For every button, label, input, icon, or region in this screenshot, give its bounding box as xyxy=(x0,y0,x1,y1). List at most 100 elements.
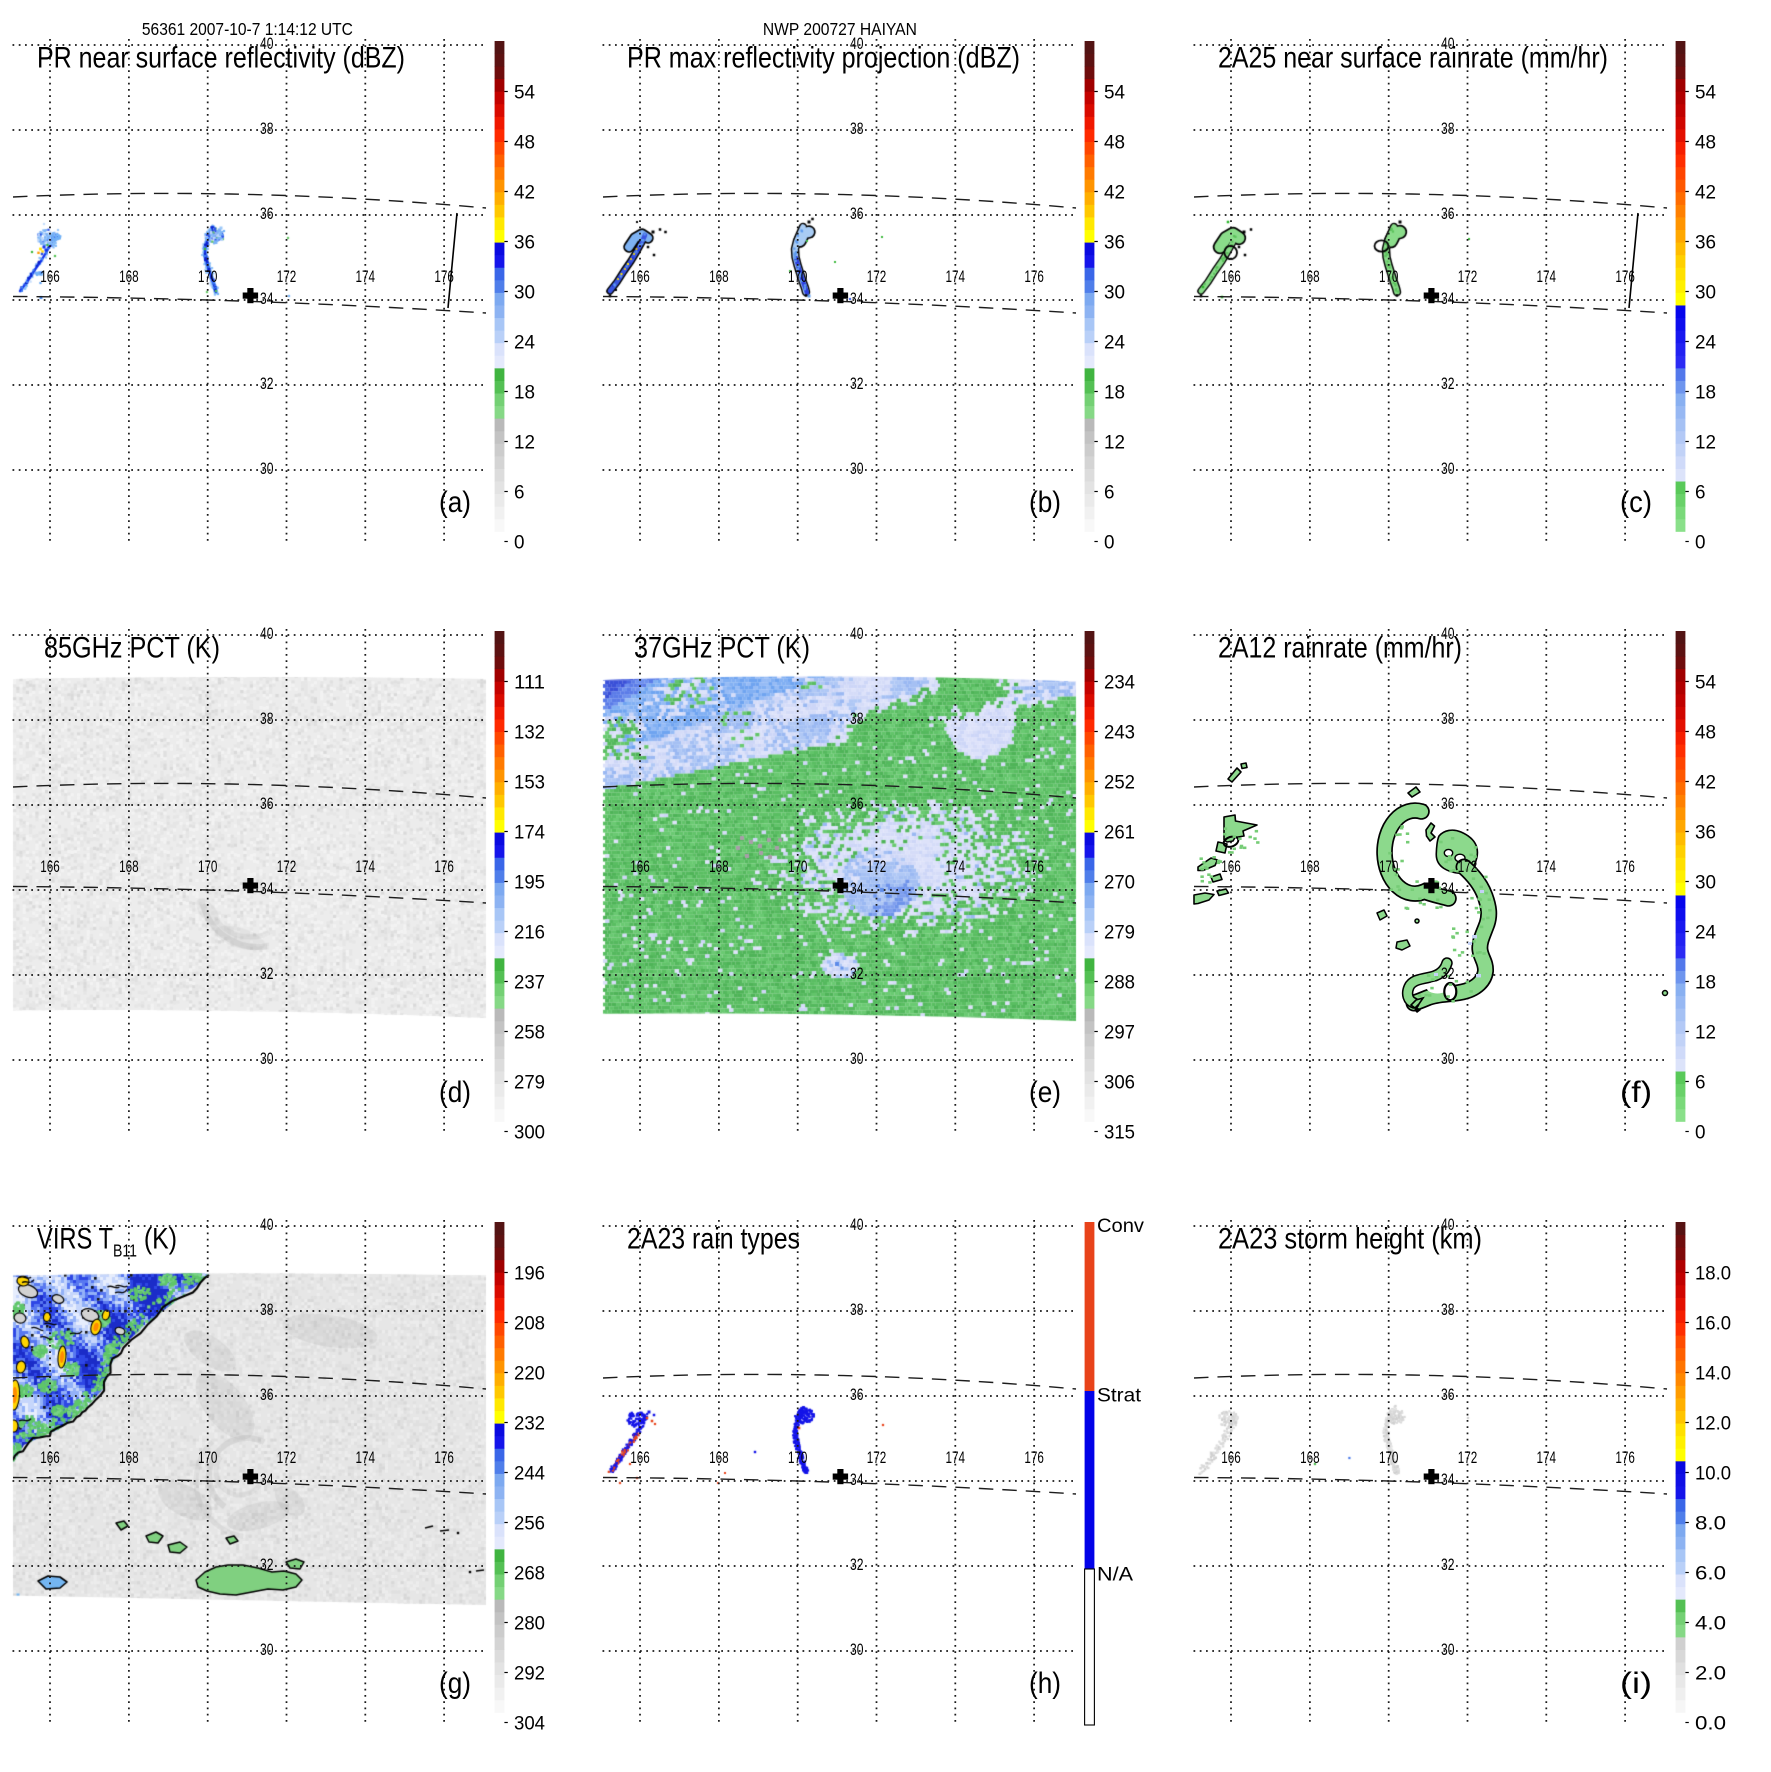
svg-text:174: 174 xyxy=(946,1448,966,1467)
svg-text:315: 315 xyxy=(1104,1122,1135,1144)
svg-text:170: 170 xyxy=(788,1448,808,1467)
svg-text:176: 176 xyxy=(1024,1448,1044,1467)
svg-text:176: 176 xyxy=(1024,857,1044,876)
svg-text:8.0: 8.0 xyxy=(1695,1513,1726,1535)
svg-text:168: 168 xyxy=(709,1448,729,1467)
svg-text:0.0: 0.0 xyxy=(1695,1713,1726,1735)
svg-text:174: 174 xyxy=(356,1448,376,1467)
svg-text:85GHz PCT (K): 85GHz PCT (K) xyxy=(44,632,220,665)
svg-text:6: 6 xyxy=(1695,1072,1706,1094)
svg-text:172: 172 xyxy=(277,1448,297,1467)
svg-text:208: 208 xyxy=(514,1313,545,1335)
svg-text:40: 40 xyxy=(260,34,274,53)
svg-text:40: 40 xyxy=(1441,34,1455,53)
svg-text:34: 34 xyxy=(1441,289,1455,308)
svg-text:166: 166 xyxy=(630,1448,650,1467)
svg-text:30: 30 xyxy=(850,1049,864,1068)
svg-text:VIRS TB11 (K): VIRS TB11 (K) xyxy=(37,1223,177,1261)
svg-text:176: 176 xyxy=(434,1448,454,1467)
svg-text:(e): (e) xyxy=(1029,1076,1061,1109)
svg-text:42: 42 xyxy=(1695,772,1716,794)
svg-text:Conv: Conv xyxy=(1097,1215,1144,1237)
svg-text:30: 30 xyxy=(260,459,274,478)
svg-text:36: 36 xyxy=(850,1385,864,1404)
svg-text:172: 172 xyxy=(1458,1448,1478,1467)
svg-text:38: 38 xyxy=(850,119,864,138)
svg-text:36: 36 xyxy=(514,232,535,254)
svg-text:PR near surface reflectivity (: PR near surface reflectivity (dBZ) xyxy=(37,42,405,75)
svg-text:38: 38 xyxy=(850,709,864,728)
svg-text:4.0: 4.0 xyxy=(1695,1613,1726,1635)
svg-text:34: 34 xyxy=(260,1470,274,1489)
svg-text:42: 42 xyxy=(1104,182,1125,204)
svg-text:6.0: 6.0 xyxy=(1695,1563,1726,1585)
svg-text:(c): (c) xyxy=(1620,486,1652,519)
svg-text:166: 166 xyxy=(40,267,60,286)
svg-text:252: 252 xyxy=(1104,772,1135,794)
svg-text:(a): (a) xyxy=(439,486,471,519)
svg-text:256: 256 xyxy=(514,1513,545,1535)
svg-text:30: 30 xyxy=(1441,1049,1455,1068)
svg-text:36: 36 xyxy=(850,204,864,223)
svg-text:32: 32 xyxy=(850,964,864,983)
svg-text:166: 166 xyxy=(1221,1448,1241,1467)
svg-text:42: 42 xyxy=(1695,182,1716,204)
svg-text:168: 168 xyxy=(709,267,729,286)
svg-text:56361 2007-10-7 1:14:12 UTC: 56361 2007-10-7 1:14:12 UTC xyxy=(142,19,353,39)
svg-text:0: 0 xyxy=(1695,1122,1706,1144)
svg-text:36: 36 xyxy=(260,1385,274,1404)
svg-text:174: 174 xyxy=(1537,267,1557,286)
svg-text:170: 170 xyxy=(1379,1448,1399,1467)
svg-text:196: 196 xyxy=(514,1263,545,1285)
svg-text:174: 174 xyxy=(514,822,545,844)
svg-text:(h): (h) xyxy=(1029,1667,1061,1700)
svg-text:12: 12 xyxy=(1695,432,1716,454)
svg-text:172: 172 xyxy=(867,1448,887,1467)
svg-text:18.0: 18.0 xyxy=(1695,1263,1731,1285)
svg-text:280: 280 xyxy=(514,1613,545,1635)
svg-text:38: 38 xyxy=(1441,119,1455,138)
svg-text:6: 6 xyxy=(514,482,525,504)
svg-text:37GHz PCT (K): 37GHz PCT (K) xyxy=(634,632,810,665)
svg-text:34: 34 xyxy=(260,289,274,308)
svg-text:36: 36 xyxy=(1441,204,1455,223)
svg-text:30: 30 xyxy=(1104,282,1125,304)
svg-text:(i): (i) xyxy=(1620,1667,1652,1700)
svg-text:261: 261 xyxy=(1104,822,1135,844)
svg-text:36: 36 xyxy=(1104,232,1125,254)
svg-text:36: 36 xyxy=(260,794,274,813)
svg-text:174: 174 xyxy=(1537,857,1557,876)
svg-text:243: 243 xyxy=(1104,722,1135,744)
svg-text:48: 48 xyxy=(1695,132,1716,154)
svg-text:168: 168 xyxy=(119,1448,139,1467)
svg-text:176: 176 xyxy=(1615,1448,1635,1467)
svg-text:304: 304 xyxy=(514,1713,545,1735)
svg-text:297: 297 xyxy=(1104,1022,1135,1044)
svg-text:166: 166 xyxy=(1221,857,1241,876)
svg-text:195: 195 xyxy=(514,872,545,894)
svg-text:270: 270 xyxy=(1104,872,1135,894)
svg-text:34: 34 xyxy=(850,879,864,898)
svg-text:166: 166 xyxy=(630,857,650,876)
svg-text:54: 54 xyxy=(1695,672,1716,694)
svg-text:6: 6 xyxy=(1695,482,1706,504)
svg-text:153: 153 xyxy=(514,772,545,794)
svg-text:2.0: 2.0 xyxy=(1695,1663,1726,1685)
svg-text:176: 176 xyxy=(1615,857,1635,876)
svg-text:(b): (b) xyxy=(1029,486,1061,519)
svg-text:111: 111 xyxy=(514,672,545,694)
svg-text:32: 32 xyxy=(260,1555,274,1574)
svg-text:2A25 near surface rainrate (mm: 2A25 near surface rainrate (mm/hr) xyxy=(1218,42,1608,75)
svg-text:234: 234 xyxy=(1104,672,1135,694)
svg-text:268: 268 xyxy=(514,1563,545,1585)
svg-text:30: 30 xyxy=(850,1640,864,1659)
svg-text:174: 174 xyxy=(946,857,966,876)
svg-text:24: 24 xyxy=(1104,332,1125,354)
svg-text:279: 279 xyxy=(1104,922,1135,944)
svg-text:18: 18 xyxy=(1104,382,1125,404)
svg-text:232: 232 xyxy=(514,1413,545,1435)
svg-text:30: 30 xyxy=(1695,282,1716,304)
svg-text:170: 170 xyxy=(198,857,218,876)
svg-text:170: 170 xyxy=(1379,267,1399,286)
svg-text:18: 18 xyxy=(1695,382,1716,404)
